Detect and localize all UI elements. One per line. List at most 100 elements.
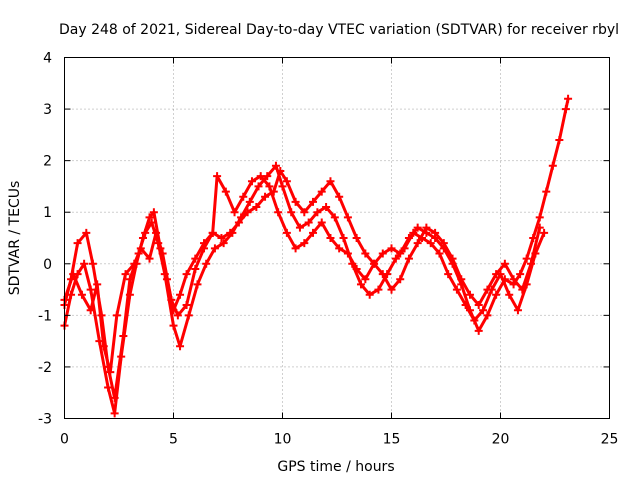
data-point (479, 306, 488, 315)
y-axis-label: SDTVAR / TECUs (7, 181, 23, 296)
x-tick-label: 15 (383, 432, 401, 448)
grid-lines (64, 57, 610, 419)
data-point (513, 306, 522, 315)
data-point (404, 254, 413, 263)
data-point (169, 321, 178, 330)
x-axis-label: GPS time / hours (277, 459, 394, 475)
data-point (176, 342, 185, 351)
data-point (483, 285, 492, 294)
data-point (291, 197, 300, 206)
data-point (237, 213, 246, 222)
data-point (110, 393, 119, 402)
data-point (291, 244, 300, 253)
plot-frame (64, 57, 610, 419)
data-point (167, 295, 176, 304)
data-point (173, 311, 182, 320)
data-point (452, 285, 461, 294)
data-point (82, 228, 91, 237)
data-point (230, 208, 239, 217)
data-point (121, 270, 130, 279)
data-point (527, 259, 536, 268)
data-point (330, 213, 339, 222)
data-point (245, 197, 254, 206)
data-point (147, 218, 156, 227)
data-point (247, 177, 256, 186)
data-point (149, 208, 158, 217)
data-point (73, 239, 82, 248)
x-tick-label: 0 (60, 432, 69, 448)
data-point (378, 249, 387, 258)
data-point (304, 218, 313, 227)
data-point (474, 326, 483, 335)
data-point (335, 244, 344, 253)
data-point (125, 275, 134, 284)
data-point (182, 270, 191, 279)
y-tick-label: 2 (43, 154, 52, 170)
data-point (287, 208, 296, 217)
data-point (409, 228, 418, 237)
data-point (110, 409, 119, 418)
data-point (343, 213, 352, 222)
data-point (465, 290, 474, 299)
data-point (378, 270, 387, 279)
data-point (387, 285, 396, 294)
data-point (86, 285, 95, 294)
data-point (326, 234, 335, 242)
y-tick-label: 4 (43, 51, 52, 67)
data-point (213, 172, 222, 181)
x-tick-label: 25 (601, 432, 619, 448)
data-point (374, 285, 383, 294)
series-line (63, 97, 570, 415)
data-point (99, 342, 108, 351)
data-point (278, 182, 287, 191)
data-point (252, 203, 261, 212)
data-point (193, 280, 202, 289)
data-point (317, 187, 326, 196)
data-point (391, 254, 400, 263)
data-point (339, 234, 348, 242)
data-point (202, 259, 211, 268)
data-point (184, 311, 193, 320)
data-point (152, 228, 161, 237)
data-point (387, 244, 396, 253)
data-point (88, 259, 97, 268)
data-point (265, 182, 274, 191)
data-point (352, 264, 361, 273)
data-point (361, 249, 370, 258)
data-point (317, 218, 326, 227)
data-point (561, 105, 570, 114)
data-point (413, 239, 422, 248)
data-point (356, 280, 365, 289)
data-point (309, 197, 318, 206)
data-point (274, 208, 283, 217)
data-point (182, 301, 191, 310)
data-point (509, 275, 518, 284)
data-point (431, 228, 440, 237)
data-point (239, 192, 248, 201)
data-point (228, 228, 237, 237)
data-point (158, 249, 167, 258)
y-tick-label: -1 (38, 308, 52, 324)
data-point (136, 244, 145, 253)
data-point (500, 259, 509, 268)
data-point (112, 311, 121, 320)
data-point (295, 223, 304, 232)
data-point (444, 270, 453, 279)
data-point (426, 239, 435, 248)
y-tick-label: 0 (43, 257, 52, 273)
data-point (145, 213, 154, 222)
data-point (492, 290, 501, 299)
data-point (361, 275, 370, 284)
data-point (413, 223, 422, 232)
data-point (483, 311, 492, 320)
data-point (200, 244, 209, 253)
data-point (505, 290, 514, 299)
data-point (208, 228, 217, 237)
axis-ticks: 0 5 10 15 20 25 -3 -2 -1 0 1 2 3 4 (38, 51, 618, 448)
data-point (422, 223, 431, 232)
data-point (474, 301, 483, 310)
data-point (548, 161, 557, 170)
data-point (106, 368, 115, 377)
data-point (313, 208, 322, 217)
